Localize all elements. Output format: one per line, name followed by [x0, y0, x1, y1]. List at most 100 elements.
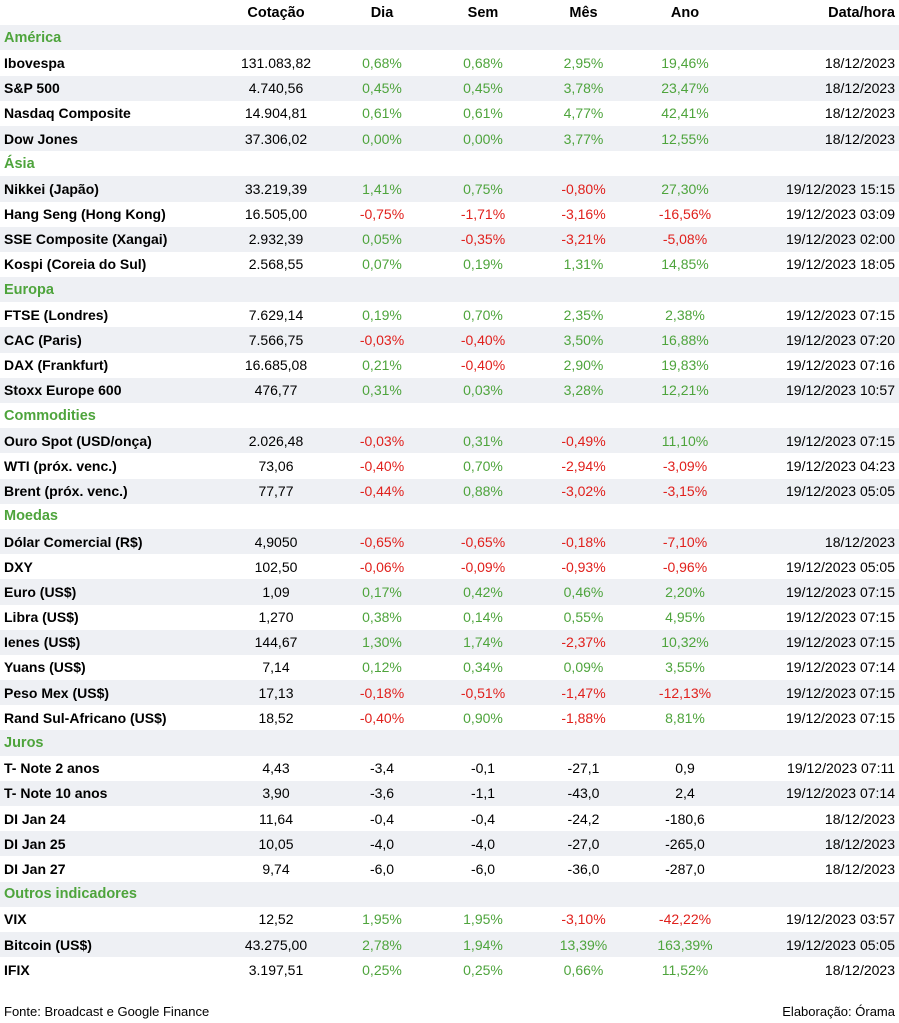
cell-dia: 0,19% — [362, 306, 402, 323]
cell-ano: 2,4 — [635, 780, 735, 806]
cell-data-hora: 18/12/2023 — [735, 528, 899, 555]
cell-mes: -3,16% — [561, 206, 606, 223]
cell-cotacao: 18,52 — [258, 709, 294, 726]
row-name: Peso Mex (US$) — [0, 680, 222, 706]
cell-dia: -0,18% — [330, 680, 434, 706]
cell-sem: 0,88% — [434, 478, 532, 504]
cell-dia: 1,30% — [330, 629, 434, 655]
cell-mes: 4,77% — [563, 105, 604, 122]
cell-data-hora: 19/12/2023 04:23 — [786, 457, 895, 474]
cell-ano: -16,56% — [658, 206, 712, 223]
cell-ano: -287,0 — [665, 860, 705, 877]
cell-mes: 0,66% — [563, 961, 604, 978]
cell-dia: -4,0 — [330, 831, 434, 857]
cell-dia: 0,68% — [362, 54, 402, 71]
row-name: DI Jan 27 — [4, 860, 66, 877]
cell-sem: 0,14% — [463, 609, 503, 626]
cell-mes: 0,46% — [532, 579, 635, 605]
cell-data-hora: 19/12/2023 07:15 — [735, 428, 899, 454]
cell-data-hora: 19/12/2023 10:57 — [735, 377, 899, 403]
cell-cotacao: 3,90 — [222, 780, 330, 806]
cell-ano: 42,41% — [661, 105, 709, 122]
table-row: Rand Sul-Africano (US$) 18,52 -0,40% 0,90% -… — [0, 705, 899, 730]
cell-data-hora: 19/12/2023 07:16 — [786, 357, 895, 374]
cell-data-hora: 19/12/2023 07:11 — [787, 760, 895, 777]
cell-dia: -0,03% — [330, 327, 434, 353]
cell-mes: -2,37% — [532, 629, 635, 655]
cell-mes: 3,28% — [532, 377, 635, 403]
cell-sem: -4,0 — [434, 831, 532, 857]
cell-ano: 16,88% — [635, 327, 735, 353]
table-body: América Ibovespa 131.083,82 0,68% 0,68% 2,95%… — [0, 25, 899, 982]
table-row: DI Jan 24 11,64 -0,4 -0,4 -24,2 -180,6 18/12/2… — [0, 806, 899, 831]
cell-mes: -27,0 — [532, 831, 635, 857]
cell-mes: -3,21% — [532, 226, 635, 252]
table-row: Peso Mex (US$) 17,13 -0,18% -0,51% -1,47% -12… — [0, 680, 899, 706]
table-row: Ibovespa 131.083,82 0,68% 0,68% 2,95% 19,46% 1… — [0, 50, 899, 75]
cell-mes: 3,78% — [532, 75, 635, 101]
section-row: América — [0, 25, 899, 51]
cell-data-hora: 19/12/2023 07:14 — [735, 780, 899, 806]
cell-cotacao: 37.306,02 — [222, 125, 330, 152]
cell-data-hora: 18/12/2023 — [824, 860, 895, 877]
cell-mes: -24,2 — [567, 810, 600, 827]
cell-mes: 0,55% — [563, 609, 604, 626]
cell-data-hora: 19/12/2023 03:57 — [786, 911, 895, 928]
cell-data-hora: 19/12/2023 05:05 — [735, 478, 899, 504]
section-title: Ásia — [4, 155, 35, 172]
cell-cotacao: 4.740,56 — [222, 75, 330, 101]
cell-sem: -0,4 — [470, 810, 496, 827]
cell-mes: 3,50% — [532, 327, 635, 353]
cell-dia: -0,06% — [359, 558, 405, 575]
cell-sem: 0,90% — [463, 709, 503, 726]
cell-sem: -1,1 — [434, 780, 532, 806]
cell-sem: 0,68% — [463, 54, 503, 71]
cell-sem: 0,25% — [463, 961, 503, 978]
table-row: Stoxx Europe 600 476,77 0,31% 0,03% 3,28% 12,… — [0, 377, 899, 403]
cell-cotacao: 17,13 — [222, 680, 330, 706]
cell-cotacao: 11,64 — [259, 810, 293, 827]
cell-data-hora: 18/12/2023 — [824, 810, 895, 827]
section-row: Outros indicadores — [0, 881, 899, 907]
row-name: FTSE (Londres) — [4, 306, 109, 323]
cell-ano: 4,95% — [665, 609, 705, 626]
table-row: DI Jan 25 10,05 -4,0 -4,0 -27,0 -265,0 18/12/2… — [0, 831, 899, 857]
cell-dia: 1,41% — [330, 176, 434, 202]
cell-dia: -0,4 — [369, 810, 395, 827]
cell-dia: -0,40% — [359, 457, 405, 474]
table-row: T- Note 10 anos 3,90 -3,6 -1,1 -43,0 2,4 19/12… — [0, 780, 899, 806]
cell-ano: 0,9 — [675, 760, 695, 777]
row-name: SSE Composite (Xangai) — [0, 226, 222, 252]
cell-data-hora: 19/12/2023 07:15 — [786, 306, 895, 323]
table-row: DXY 102,50 -0,06% -0,09% -0,93% -0,96% 19/12/2… — [0, 554, 899, 579]
market-quotes-table: Cotação Dia Sem Mês Ano Data/hora Améric… — [0, 0, 899, 982]
cell-sem: 0,70% — [463, 306, 503, 323]
cell-data-hora: 19/12/2023 02:00 — [735, 226, 899, 252]
cell-ano: 11,52% — [661, 961, 709, 978]
cell-ano: 23,47% — [635, 75, 735, 101]
cell-sem: 0,45% — [434, 75, 532, 101]
cell-dia: -0,03% — [330, 428, 434, 454]
table-row: VIX 12,52 1,95% 1,95% -3,10% -42,22% 19/12/202… — [0, 907, 899, 932]
cell-cotacao: 1,09 — [222, 579, 330, 605]
table-row: DI Jan 27 9,74 -6,0 -6,0 -36,0 -287,0 18/12/20… — [0, 856, 899, 881]
cell-cotacao: 4,43 — [262, 760, 290, 777]
cell-cotacao: 16.685,08 — [244, 357, 308, 374]
row-name: Ibovespa — [4, 54, 65, 71]
header-row: Cotação Dia Sem Mês Ano Data/hora — [0, 0, 899, 25]
cell-dia: -0,44% — [330, 478, 434, 504]
footer: Fonte: Broadcast e Google Finance Elabor… — [0, 999, 899, 1023]
cell-mes: 1,31% — [563, 256, 604, 273]
table-row: Ouro Spot (USD/onça) 2.026,48 -0,03% 0,31% -… — [0, 428, 899, 454]
cell-data-hora: 19/12/2023 05:05 — [786, 558, 895, 575]
table-row: Brent (próx. venc.) 77,77 -0,44% 0,88% -3,02… — [0, 478, 899, 504]
header-sem: Sem — [467, 4, 499, 21]
cell-dia: 2,78% — [330, 931, 434, 958]
table-row: IFIX 3.197,51 0,25% 0,25% 0,66% 11,52% 18/12/2… — [0, 957, 899, 982]
row-name: Bitcoin (US$) — [0, 931, 222, 958]
cell-ano: -42,22% — [658, 911, 712, 928]
cell-dia: 0,31% — [330, 377, 434, 403]
cell-dia: 0,05% — [330, 226, 434, 252]
cell-dia: 0,12% — [362, 659, 402, 676]
